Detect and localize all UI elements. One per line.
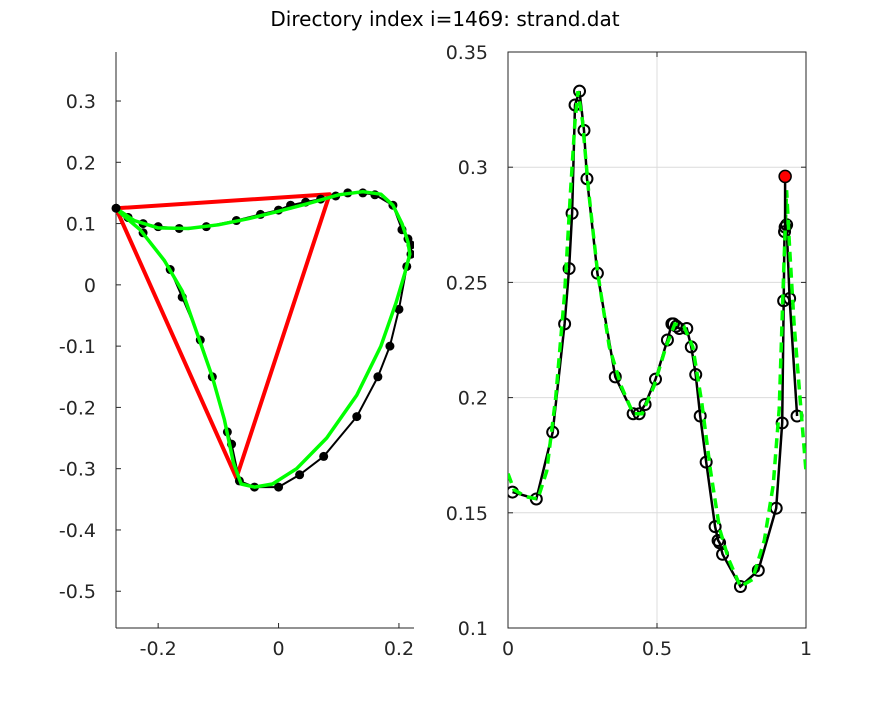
open-circle-marker — [573, 84, 587, 98]
y-tick-label: 0 — [84, 275, 96, 297]
black-point — [352, 412, 362, 422]
y-tick-label: -0.1 — [59, 336, 96, 358]
x-tick-label: 0.5 — [642, 638, 672, 660]
y-tick-label: -0.2 — [59, 397, 96, 419]
data-layer — [508, 84, 806, 594]
open-circle-marker — [699, 455, 713, 469]
y-tick-label: 0.1 — [66, 214, 96, 236]
open-circle-marker — [558, 317, 572, 331]
data-layer — [116, 188, 414, 492]
y-tick-label: 0.3 — [66, 91, 96, 113]
red-triangle-line — [116, 192, 332, 480]
x-tick-label: -0.2 — [140, 638, 177, 660]
right-plot-panel: 0 0.5 1 0.1 0.15 0.2 0.25 0.3 0.35 — [446, 42, 812, 660]
black-point — [319, 451, 329, 461]
y-tick-label: 0.2 — [458, 388, 488, 410]
open-circle-marker — [565, 206, 579, 220]
y-tick-label: 0.1 — [458, 618, 488, 640]
black-point — [394, 304, 404, 314]
black-point — [295, 470, 305, 480]
green-dashed-curve — [508, 90, 806, 589]
black-point — [274, 482, 284, 492]
start-point — [111, 203, 121, 213]
open-circle-marker — [693, 409, 707, 423]
green-curve — [116, 189, 412, 489]
open-circle-marker — [562, 262, 576, 276]
y-tick-label: 0.35 — [446, 42, 488, 64]
y-tick-label: -0.3 — [59, 459, 96, 481]
open-circle-marker — [733, 580, 747, 594]
red-marker — [778, 169, 792, 184]
x-tick-label: 0 — [272, 638, 284, 660]
black-point — [385, 341, 395, 351]
open-circle-marker — [632, 407, 646, 421]
y-tick-label: 0.3 — [458, 157, 488, 179]
open-circle-marker — [713, 536, 727, 550]
y-tick-label: -0.4 — [59, 520, 96, 542]
figure-title: Directory index i=1469: strand.dat — [270, 7, 619, 31]
y-tick-label: 0.15 — [446, 503, 488, 525]
black-point — [373, 372, 383, 382]
open-circle-marker — [638, 398, 652, 412]
y-tick-label: -0.5 — [59, 581, 96, 603]
x-tick-label: 0 — [502, 638, 514, 660]
y-tick-label: 0.2 — [66, 152, 96, 174]
open-circle-marker — [708, 520, 722, 534]
x-tick-label: 0.2 — [384, 638, 414, 660]
open-circle-marker — [689, 368, 703, 382]
y-tick-label: 0.25 — [446, 272, 488, 294]
left-plot-panel: -0.2 0 0.2 -0.5 -0.4 -0.3 -0.2 -0.1 0 0.1 0.2 0.3 — [59, 52, 414, 660]
x-tick-label: 1 — [800, 638, 812, 660]
